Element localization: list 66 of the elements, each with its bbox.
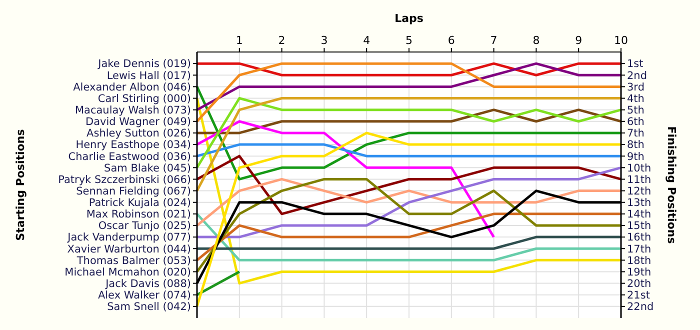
line-series — [196, 85, 622, 180]
text: David Wagner (049) — [86, 116, 191, 128]
text: Thomas Balmer (053) — [76, 254, 191, 267]
line-series — [196, 120, 496, 238]
y-tick-label: 21st — [627, 290, 650, 302]
text: Charlie Eastwood (036) — [68, 150, 191, 163]
y-tick-label: 7th — [627, 128, 644, 140]
text: Sam Blake (045) — [104, 162, 191, 174]
text: Xavier Warburton (044) — [67, 243, 191, 256]
x-tick-label: 1 — [236, 34, 243, 47]
y-tick-label: 11th — [627, 174, 652, 186]
line-series — [196, 62, 622, 123]
text: Henry Easthope (034) — [76, 139, 191, 152]
text: Patryk Szczerbinski (066) — [58, 174, 191, 186]
x-tick-label: 7 — [490, 34, 498, 47]
y-tick-label: 14th — [627, 208, 652, 221]
text: Alex Walker (074) — [98, 290, 191, 302]
text: Jack Davis (088) — [104, 278, 191, 290]
y-tick-label: 12th — [627, 185, 652, 198]
line-series — [196, 97, 622, 169]
text: Michael Mcmahon (020) — [64, 266, 191, 278]
text: Sennan Fielding (067) — [76, 185, 191, 198]
text: Lewis Hall (017) — [106, 70, 191, 82]
y-tick-label: 13th — [627, 197, 652, 210]
line-series — [196, 154, 622, 216]
text: Patrick Kujala (024) — [88, 197, 191, 210]
line-series — [196, 178, 622, 227]
text: Oscar Tunjo (025) — [98, 220, 191, 232]
x-tick-label: 4 — [363, 34, 370, 47]
y-tick-label: 10th — [627, 162, 652, 174]
text: Starting Positions — [14, 128, 27, 241]
text: Jake Dennis (019) — [97, 58, 191, 70]
y-tick-label: 3rd — [627, 81, 644, 94]
y-tick-label: 16th — [627, 232, 652, 244]
y-tick-label: 15th — [627, 220, 652, 232]
x-tick-label: 5 — [406, 34, 412, 47]
y-tick-label: 2nd — [627, 70, 648, 82]
y-axis-title: Finishing Positions — [665, 126, 678, 244]
y-tick-label: 6th — [627, 116, 644, 128]
y-tick-label: 19th — [627, 266, 652, 278]
text: Carl Stirling (000) — [98, 92, 191, 105]
y-tick-label: 1st — [627, 58, 644, 70]
y-tick-label: 20th — [627, 278, 652, 290]
text: Max Robinson (021) — [86, 208, 191, 221]
y-tick-label: 4th — [627, 92, 644, 105]
x-tick-label: 6 — [448, 34, 455, 47]
x-tick-label: 8 — [532, 34, 540, 47]
y-tick-label: 22nd — [627, 301, 654, 314]
x-tick-label: 3 — [320, 34, 328, 47]
line-series — [196, 62, 622, 112]
text: Macaulay Walsh (073) — [74, 104, 191, 116]
y-tick-label: 5th — [627, 104, 644, 116]
x-tick-label: 9 — [575, 34, 582, 47]
text: Ashley Sutton (026) — [86, 128, 191, 140]
line-series — [196, 166, 622, 238]
y-tick-label: 18th — [627, 254, 652, 267]
text: Jack Vanderpump (077) — [66, 232, 191, 244]
x-axis-title: Laps — [394, 12, 424, 25]
line-series — [196, 178, 622, 273]
text: Sam Snell (042) — [107, 301, 191, 314]
y-tick-label: 17th — [627, 243, 652, 256]
y-tick-label: 9th — [627, 150, 644, 163]
x-tick-label: 10 — [614, 34, 628, 47]
y-tick-label: 8th — [627, 139, 644, 152]
x-tick-label: 2 — [278, 34, 286, 47]
text: Alexander Albon (046) — [73, 81, 191, 94]
